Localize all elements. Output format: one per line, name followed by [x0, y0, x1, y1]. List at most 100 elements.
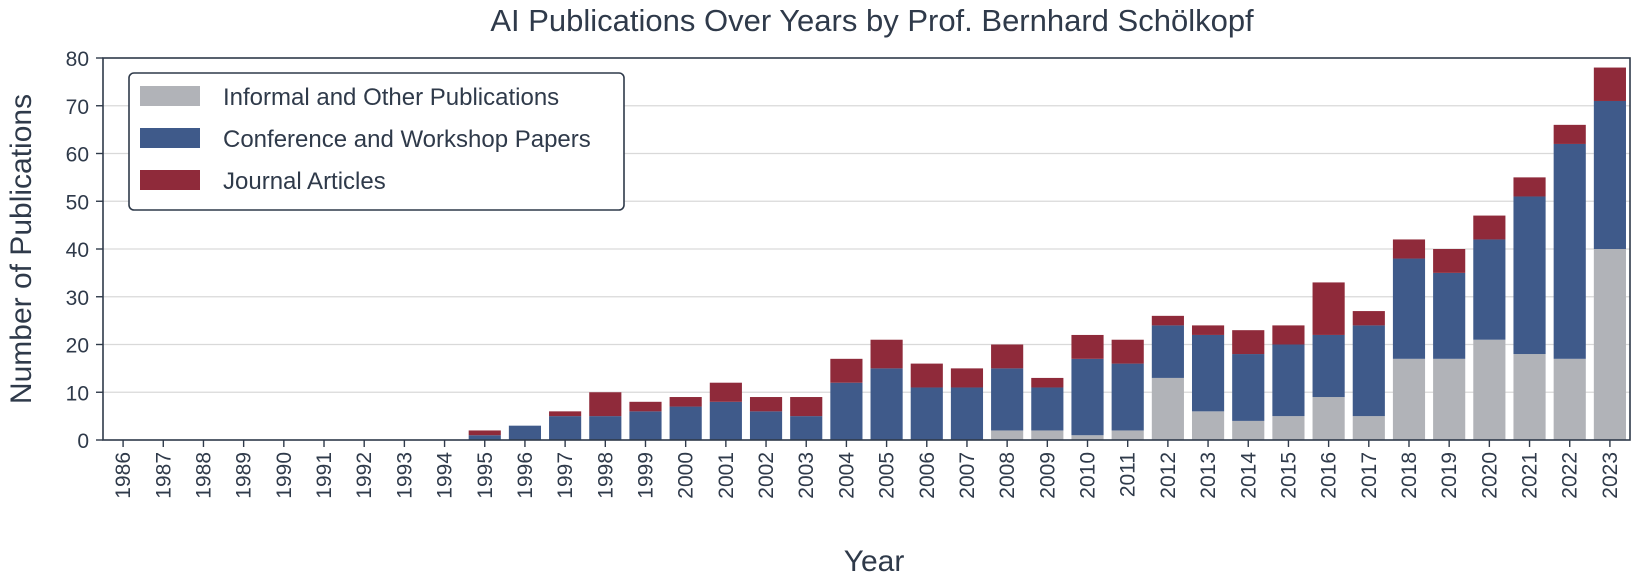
- legend-swatch: [140, 128, 200, 148]
- bar-segment: [1312, 397, 1345, 440]
- bar-segment: [1433, 249, 1466, 273]
- bar-segment: [1272, 325, 1305, 345]
- x-tick-label: 2014: [1237, 452, 1260, 499]
- bar-segment: [629, 401, 662, 412]
- bar-segment: [1593, 100, 1626, 249]
- x-tick-label: 2000: [675, 452, 698, 499]
- legend-entry: Journal Articles: [223, 168, 386, 195]
- bar-segment: [1232, 420, 1265, 440]
- x-tick-label: 1991: [313, 452, 336, 499]
- bar-segment: [1352, 325, 1385, 417]
- y-tick-label: 50: [66, 191, 89, 214]
- legend-swatch: [140, 170, 200, 190]
- bar-segment: [1593, 249, 1626, 440]
- chart-title: AI Publications Over Years by Prof. Bern…: [490, 3, 1254, 38]
- x-tick-label: 2002: [755, 452, 778, 499]
- x-tick-label: 1993: [393, 452, 416, 499]
- x-tick-label: 2019: [1438, 452, 1461, 499]
- bar-segment: [1031, 387, 1064, 431]
- bar-segment: [1553, 124, 1586, 144]
- bar-segment: [1513, 177, 1546, 197]
- y-axis: 0 10 20 30 40 50 60 70 80: [66, 48, 103, 453]
- bar-segment: [870, 368, 903, 440]
- x-tick-label: 2008: [996, 452, 1019, 499]
- bar-segment: [669, 397, 702, 407]
- bar-segment: [1031, 377, 1064, 388]
- y-tick-label: 80: [66, 48, 89, 71]
- legend-entry: Conference and Workshop Papers: [223, 126, 591, 153]
- bar-segment: [709, 401, 742, 440]
- bar-segment: [468, 430, 501, 436]
- bar-segment: [1473, 339, 1506, 440]
- x-tick-label: 2007: [956, 452, 979, 499]
- x-tick-label: 2004: [835, 452, 858, 499]
- bar-segment: [468, 435, 501, 440]
- x-tick-label: 2020: [1478, 452, 1501, 499]
- bar-segment: [1191, 411, 1225, 440]
- bar-segment: [950, 368, 984, 388]
- bar-segment: [749, 411, 783, 440]
- legend-entry: Informal and Other Publications: [223, 84, 559, 111]
- bar-segment: [790, 397, 823, 417]
- bar-segment: [1593, 67, 1626, 101]
- bar-segment: [830, 382, 863, 440]
- bar-segment: [589, 392, 622, 417]
- x-tick-label: 2009: [1036, 452, 1059, 499]
- x-tick-label: 1989: [233, 452, 256, 499]
- bar-segment: [1433, 272, 1466, 359]
- x-tick-label: 1986: [112, 452, 135, 499]
- x-tick-label: 1987: [152, 452, 175, 499]
- x-tick-label: 2015: [1277, 452, 1300, 499]
- bar-segment: [709, 382, 742, 402]
- legend-box: [128, 72, 625, 211]
- x-tick-label: 2013: [1197, 452, 1220, 499]
- bar-segment: [1433, 358, 1466, 440]
- bar-segment: [629, 411, 662, 440]
- x-tick-label: 2005: [876, 452, 899, 499]
- x-tick-label: 2016: [1318, 452, 1341, 499]
- x-tick-label: 2001: [715, 452, 738, 499]
- bar-segment: [991, 430, 1024, 440]
- bar-segment: [1352, 416, 1385, 440]
- x-axis: 1986 1987 1988 1989 1990 1991 1992 1993 1994 1995…: [112, 440, 1622, 499]
- bar-segment: [1473, 239, 1506, 340]
- x-tick-label: 1995: [474, 452, 497, 499]
- bar-segment: [1151, 377, 1184, 440]
- x-tick-label: 2012: [1157, 452, 1180, 499]
- bar-segment: [669, 406, 702, 440]
- bar-segment: [1151, 315, 1184, 326]
- bar-segment: [1392, 239, 1426, 259]
- bar-segment: [1392, 258, 1426, 359]
- bar-segment: [1513, 354, 1546, 440]
- bar-segment: [950, 387, 984, 440]
- bar-segment: [1111, 430, 1144, 440]
- bar-segment: [790, 416, 823, 440]
- bars: [468, 67, 1626, 440]
- x-tick-label: 1998: [594, 452, 617, 499]
- x-tick-label: 2023: [1599, 452, 1622, 499]
- bar-segment: [1272, 344, 1305, 417]
- bar-segment: [1071, 435, 1104, 440]
- x-tick-label: 1996: [514, 452, 537, 499]
- y-tick-label: 40: [66, 239, 89, 262]
- x-tick-label: 1999: [634, 452, 657, 499]
- y-tick-label: 20: [66, 335, 89, 358]
- y-tick-label: 70: [66, 96, 89, 119]
- bar-segment: [1071, 334, 1104, 359]
- x-tick-label: 2018: [1398, 452, 1421, 499]
- bar-segment: [1312, 334, 1345, 398]
- bar-segment: [1352, 311, 1385, 326]
- bar-segment: [1513, 196, 1546, 355]
- bar-segment: [830, 358, 863, 383]
- x-tick-label: 1994: [434, 452, 457, 499]
- bar-segment: [910, 363, 943, 388]
- legend: Informal and Other Publications Conferenc…: [128, 72, 625, 211]
- x-tick-label: 2021: [1519, 452, 1542, 499]
- bar-segment: [1191, 334, 1225, 412]
- x-tick-label: 2011: [1117, 452, 1140, 497]
- x-tick-label: 2003: [795, 452, 818, 499]
- bar-segment: [1553, 143, 1586, 359]
- bar-segment: [1232, 330, 1265, 355]
- bar-segment: [991, 344, 1024, 369]
